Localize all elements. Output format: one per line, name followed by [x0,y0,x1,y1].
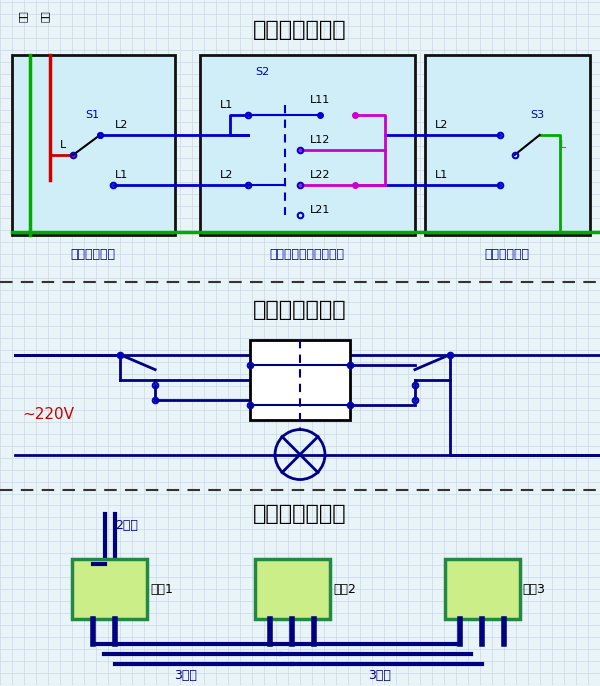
FancyBboxPatch shape [72,560,147,619]
Text: 开关2: 开关2 [333,583,356,596]
Text: ~220V: ~220V [22,407,74,422]
Text: 三控开关布线图: 三控开关布线图 [253,504,347,525]
Text: S2: S2 [255,67,269,77]
Text: 单开双控开关: 单开双控开关 [71,248,116,261]
Text: L12: L12 [310,135,331,145]
Text: L22: L22 [310,170,331,180]
FancyBboxPatch shape [425,55,590,235]
Text: 相线: 相线 [17,10,27,22]
Text: 2根线: 2根线 [115,519,138,532]
FancyBboxPatch shape [200,55,415,235]
Text: 中途开关（三控开关）: 中途开关（三控开关） [269,248,344,261]
Text: 开关3: 开关3 [523,583,545,596]
Text: L11: L11 [310,95,330,105]
Text: L21: L21 [310,205,331,215]
Text: S1: S1 [85,110,100,120]
Text: L2: L2 [435,120,448,130]
Text: 单开双控开关: 单开双控开关 [484,248,529,261]
Text: 三控开关接线图: 三控开关接线图 [253,20,347,40]
Text: 火线: 火线 [39,10,49,22]
Text: L: L [60,140,67,150]
Text: L2: L2 [115,120,128,130]
Text: S3: S3 [530,110,544,120]
Text: 三控开关原理图: 三控开关原理图 [253,300,347,320]
FancyBboxPatch shape [12,55,175,235]
Text: L1: L1 [115,170,128,180]
Text: 3根线: 3根线 [368,670,391,683]
Text: 开关1: 开关1 [150,583,173,596]
Text: 3根线: 3根线 [173,670,197,683]
Text: L1: L1 [220,100,233,110]
Text: L: L [560,140,566,150]
FancyBboxPatch shape [255,560,330,619]
Text: L1: L1 [435,170,448,180]
FancyBboxPatch shape [445,560,520,619]
Text: L2: L2 [220,170,233,180]
FancyBboxPatch shape [250,340,350,420]
